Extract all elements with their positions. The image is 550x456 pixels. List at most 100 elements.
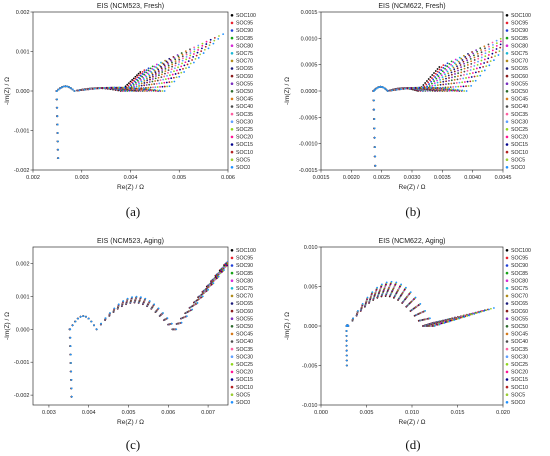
data-point xyxy=(227,261,228,263)
data-point xyxy=(482,65,485,68)
data-point xyxy=(442,66,445,69)
data-point xyxy=(447,82,450,85)
data-point xyxy=(463,62,465,65)
legend-marker xyxy=(505,14,509,17)
series-soc65 xyxy=(345,290,456,367)
data-point xyxy=(472,80,474,82)
data-point xyxy=(466,64,469,66)
data-point xyxy=(430,80,433,83)
x-tick-label: 0.003 xyxy=(42,410,56,416)
legend-label: SOC5 xyxy=(236,392,250,398)
data-point xyxy=(472,52,475,55)
data-point xyxy=(197,49,200,51)
data-point xyxy=(508,34,510,36)
data-point xyxy=(454,88,457,91)
data-point xyxy=(160,82,163,84)
data-point xyxy=(151,80,154,83)
data-point xyxy=(134,81,137,84)
data-point xyxy=(504,39,506,41)
data-point xyxy=(157,70,160,72)
legend-marker xyxy=(505,340,509,343)
legend-marker xyxy=(505,249,509,252)
data-point xyxy=(471,72,474,74)
series-soc75 xyxy=(345,291,450,367)
legend-marker xyxy=(230,279,234,282)
data-point xyxy=(132,87,135,89)
data-point xyxy=(135,87,138,90)
legend-marker xyxy=(505,166,509,169)
data-point xyxy=(146,79,149,82)
data-point xyxy=(143,87,146,90)
data-point xyxy=(445,80,448,83)
legend-marker xyxy=(230,135,234,139)
data-point xyxy=(163,90,166,92)
data-point xyxy=(70,387,73,390)
legend-marker xyxy=(230,29,234,32)
series-soc0 xyxy=(345,280,495,367)
chart-panel-a: EIS (NCM523, Fresh)0.002 0.003 0.004 0.005 0… xyxy=(4,3,256,191)
series-soc30 xyxy=(55,44,200,160)
data-point xyxy=(181,59,184,62)
data-point xyxy=(463,81,466,83)
data-point xyxy=(179,68,181,71)
data-point xyxy=(163,64,166,67)
legend-label: SOC55 xyxy=(236,81,253,87)
data-point xyxy=(485,309,488,312)
legend-label: SOC15 xyxy=(236,377,253,383)
data-point xyxy=(56,115,59,118)
data-point xyxy=(161,69,164,71)
series-soc0 xyxy=(55,33,225,160)
data-point xyxy=(154,86,157,89)
series-soc40 xyxy=(345,286,471,367)
data-point xyxy=(55,90,58,92)
legend-label: SOC85 xyxy=(511,271,528,277)
data-point xyxy=(154,80,157,82)
legend-label: SOC40 xyxy=(236,104,253,110)
x-tick-label: 0.002 xyxy=(26,175,40,181)
data-point xyxy=(153,88,156,91)
data-point xyxy=(457,69,459,72)
series-soc100 xyxy=(68,264,225,398)
data-point xyxy=(471,51,473,53)
data-point xyxy=(151,72,154,75)
data-point xyxy=(499,40,502,43)
data-point xyxy=(428,85,431,87)
data-point xyxy=(458,62,461,65)
data-point xyxy=(131,296,133,299)
legend-label: SOC30 xyxy=(236,119,253,125)
data-point xyxy=(171,63,174,66)
data-point xyxy=(483,69,486,72)
data-point xyxy=(373,108,376,111)
data-point xyxy=(186,63,189,66)
data-point xyxy=(145,86,147,89)
y-tick-label: 0.000 xyxy=(304,324,318,330)
data-point xyxy=(191,59,193,61)
legend-marker xyxy=(230,370,234,374)
legend-label: SOC75 xyxy=(236,286,253,292)
data-point xyxy=(437,75,440,78)
legend-marker xyxy=(230,82,234,85)
data-point xyxy=(452,88,455,91)
data-point xyxy=(468,54,471,57)
data-point xyxy=(445,77,447,80)
data-point xyxy=(175,328,178,331)
data-point xyxy=(146,88,149,91)
data-point xyxy=(495,51,497,54)
data-point xyxy=(477,57,480,60)
data-point xyxy=(468,72,471,75)
data-point xyxy=(167,69,170,72)
legend-label: SOC50 xyxy=(511,89,528,95)
data-point xyxy=(473,59,476,61)
data-point xyxy=(152,86,154,89)
legend-label: SOC90 xyxy=(236,263,253,269)
data-point xyxy=(156,86,159,88)
data-point xyxy=(377,86,379,89)
data-point xyxy=(462,77,465,80)
series-soc0 xyxy=(372,49,503,167)
legend-marker xyxy=(230,59,234,63)
series-soc70 xyxy=(372,54,465,167)
series-soc10 xyxy=(69,263,228,398)
data-point xyxy=(161,73,163,76)
data-point xyxy=(163,85,166,88)
data-point xyxy=(483,62,486,64)
